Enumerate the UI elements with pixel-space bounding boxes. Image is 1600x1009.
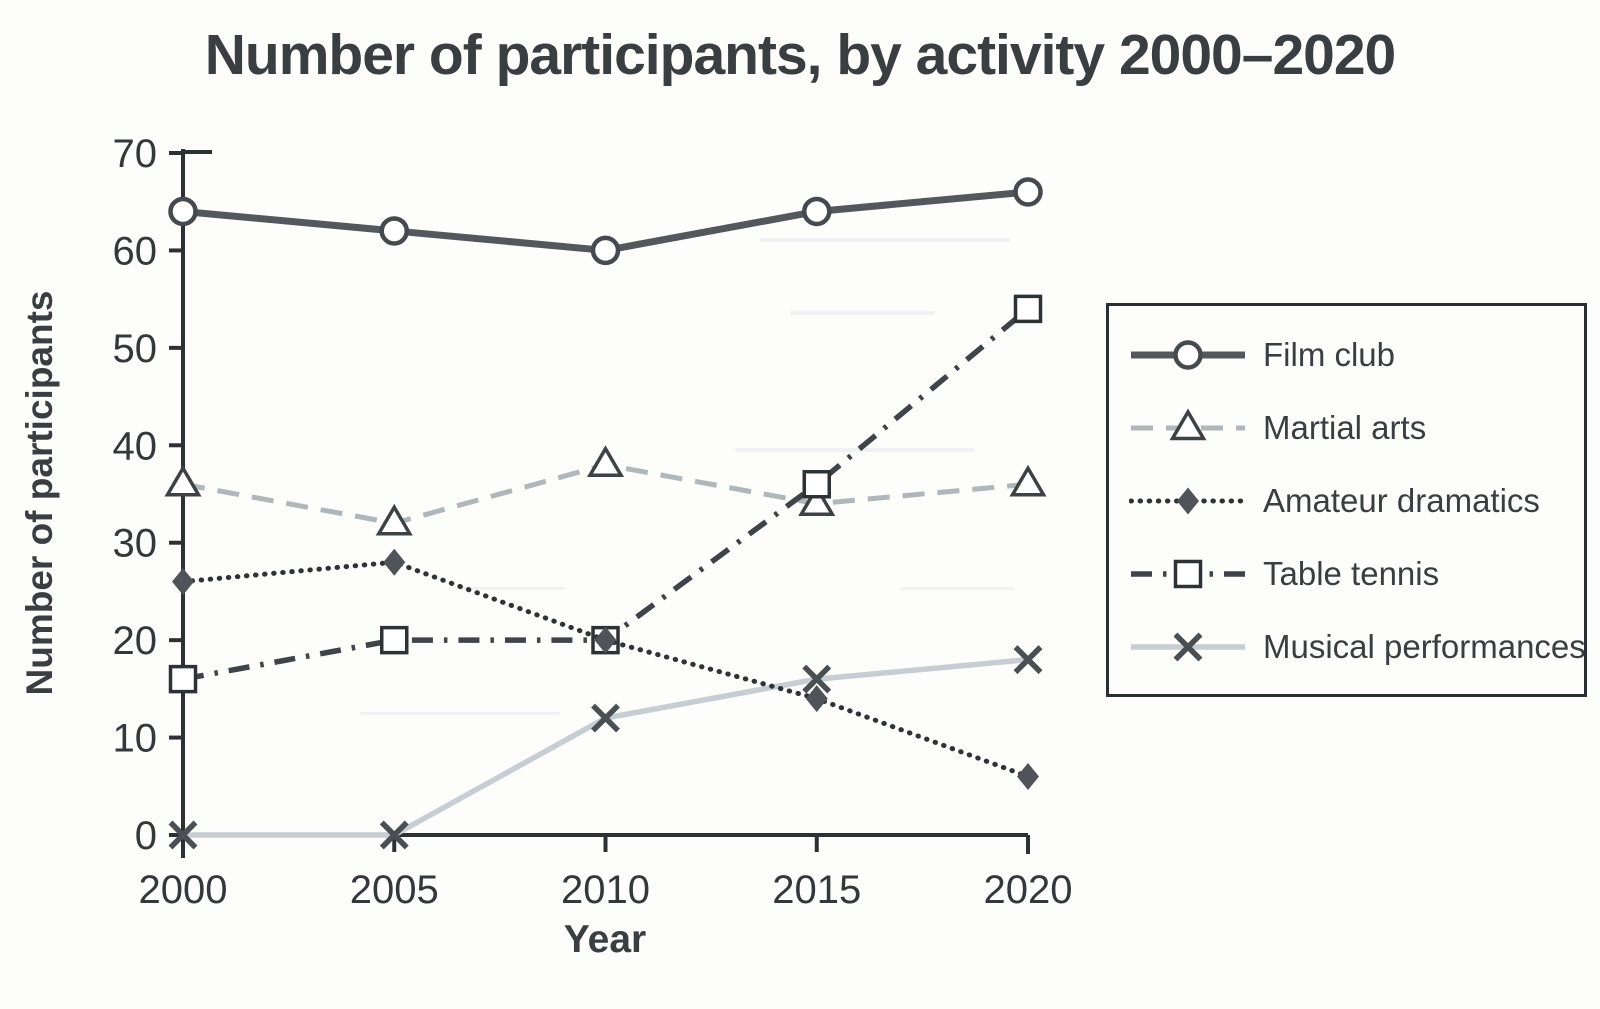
legend-item-musical-performances: Musical performances	[1129, 610, 1586, 683]
legend-item-film-club: Film club	[1129, 318, 1584, 391]
series-musical-performances	[168, 645, 1043, 850]
y-tick-label: 10	[113, 717, 158, 761]
legend-label: Martial arts	[1263, 408, 1427, 446]
axes: 0 10 20 30 40 50 60 70 2000 2005 2010 2015 2020	[113, 132, 1073, 912]
series-martial-arts	[164, 445, 1047, 536]
scan-artifact	[735, 448, 975, 452]
film-club-line-icon	[1131, 339, 1245, 370]
table-tennis-line-icon	[1131, 559, 1245, 588]
musical-performances-line-icon	[1131, 632, 1245, 661]
legend-label: Film club	[1263, 335, 1396, 373]
series-film-club	[168, 177, 1043, 266]
x-tick-label: 2020	[984, 868, 1073, 912]
scan-artifact	[760, 238, 1010, 242]
scan-artifact	[900, 587, 1015, 590]
x-tick-label: 2010	[561, 868, 650, 912]
y-tick-label: 40	[113, 424, 158, 468]
y-tick-label: 0	[135, 814, 157, 858]
series-amateur-dramatics	[172, 548, 1039, 791]
legend-label: Musical performances	[1263, 627, 1586, 665]
y-axis-label: Number of participants	[19, 290, 60, 696]
y-tick-label: 20	[113, 619, 158, 663]
scan-artifact	[790, 311, 935, 315]
legend-item-amateur-dramatics: Amateur dramatics	[1129, 464, 1584, 537]
x-tick-label: 2005	[350, 868, 439, 912]
x-tick-label: 2015	[772, 868, 861, 912]
legend-label: Table tennis	[1263, 554, 1440, 592]
amateur-dramatics-line-icon	[1129, 487, 1247, 514]
legend-label: Amateur dramatics	[1263, 481, 1540, 519]
legend: Film club Martial arts Amateur dramatics…	[1106, 303, 1587, 697]
scan-artifact	[360, 712, 560, 715]
chart-title: Number of participants, by activity 2000…	[204, 23, 1397, 87]
scan-artifact	[455, 587, 565, 590]
x-axis-label: Year	[563, 918, 647, 961]
y-tick-label: 50	[113, 327, 158, 371]
martial-arts-line-icon	[1131, 408, 1245, 440]
y-tick-label: 30	[113, 522, 158, 566]
y-tick-label: 60	[113, 229, 158, 273]
x-tick-label: 2000	[139, 868, 228, 912]
y-tick-label: 70	[113, 132, 158, 176]
legend-item-table-tennis: Table tennis	[1129, 537, 1584, 610]
legend-item-martial-arts: Martial arts	[1129, 391, 1584, 464]
